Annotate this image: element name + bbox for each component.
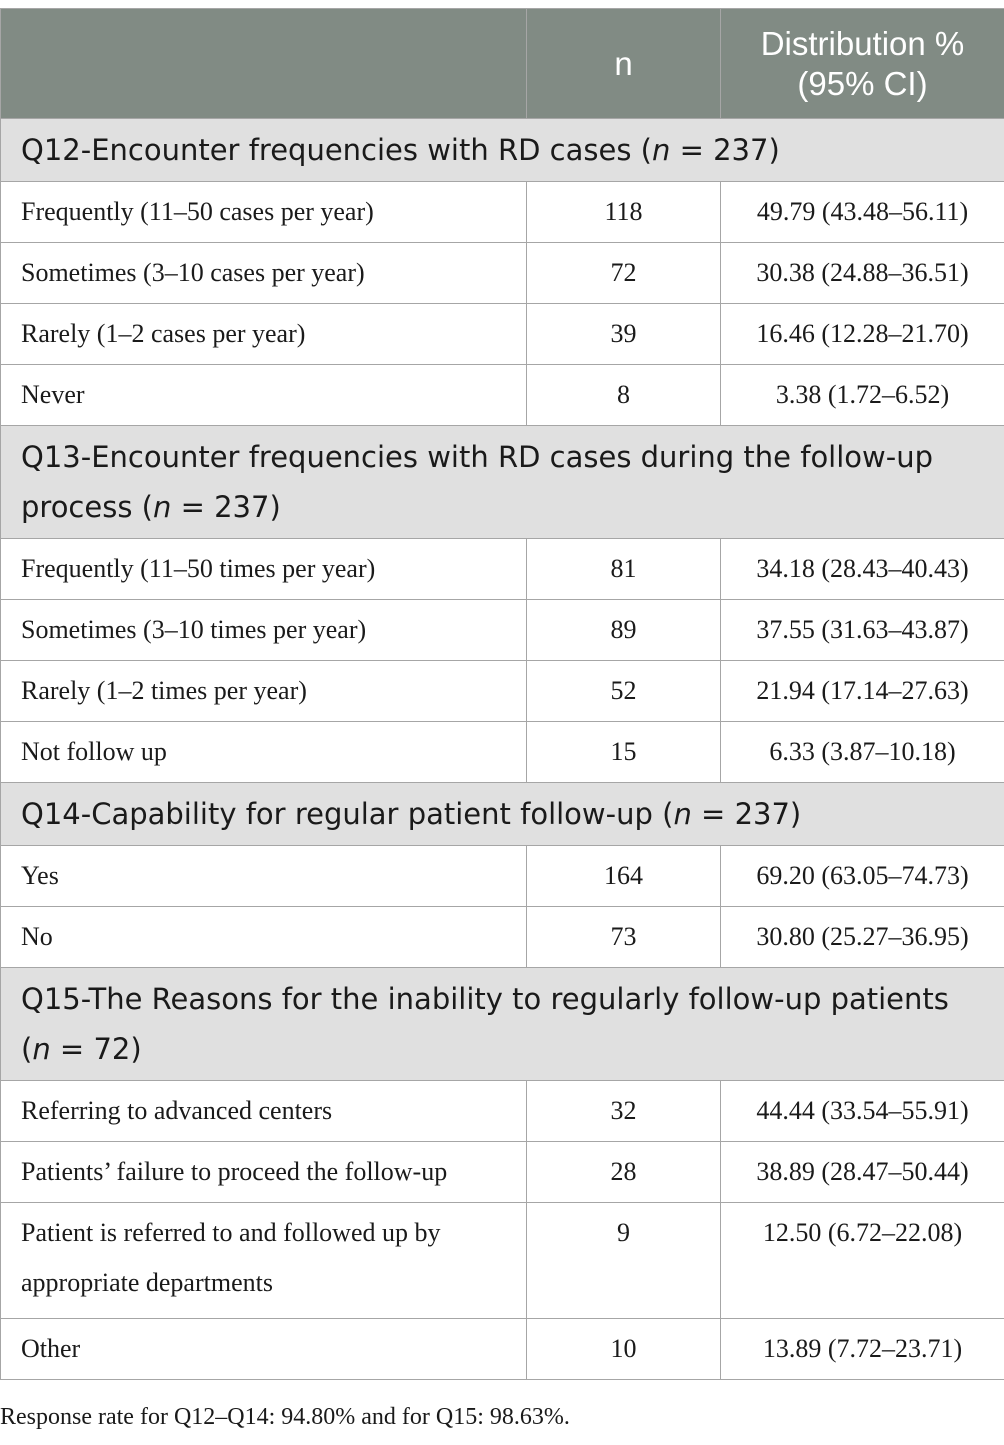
section-title: Q13-Encounter frequencies with RD cases …	[0, 425, 1004, 539]
table-row: Rarely (1–2 cases per year) 39 16.46 (12…	[0, 303, 1004, 365]
row-distribution: 38.89 (28.47–50.44)	[720, 1141, 1004, 1203]
table-row: Yes 164 69.20 (63.05–74.73)	[0, 845, 1004, 907]
section-header-q14: Q14-Capability for regular patient follo…	[0, 782, 1004, 846]
row-label: Not follow up	[0, 721, 527, 783]
section-header-q15: Q15-The Reasons for the inability to reg…	[0, 967, 1004, 1081]
row-label: Other	[0, 1318, 527, 1380]
row-n: 164	[526, 845, 721, 907]
row-n: 28	[526, 1141, 721, 1203]
table-row: Frequently (11–50 times per year) 81 34.…	[0, 538, 1004, 600]
row-n: 39	[526, 303, 721, 365]
row-distribution: 12.50 (6.72–22.08)	[720, 1202, 1004, 1319]
row-n: 10	[526, 1318, 721, 1380]
table-row: Referring to advanced centers 32 44.44 (…	[0, 1080, 1004, 1142]
row-label: Rarely (1–2 times per year)	[0, 660, 527, 722]
section-title: Q12-Encounter frequencies with RD cases …	[0, 118, 1004, 182]
row-n: 73	[526, 906, 721, 968]
row-n: 72	[526, 242, 721, 304]
row-label: Frequently (11–50 times per year)	[0, 538, 527, 600]
section-title: Q15-The Reasons for the inability to reg…	[0, 967, 1004, 1081]
table-row: Sometimes (3–10 cases per year) 72 30.38…	[0, 242, 1004, 304]
row-distribution: 16.46 (12.28–21.70)	[720, 303, 1004, 365]
row-label: Sometimes (3–10 times per year)	[0, 599, 527, 661]
row-n: 9	[526, 1202, 721, 1319]
row-label: Patient is referred to and followed up b…	[0, 1202, 527, 1319]
table-footnote: Response rate for Q12–Q14: 94.80% and fo…	[0, 1404, 570, 1430]
row-distribution: 30.38 (24.88–36.51)	[720, 242, 1004, 304]
row-label: Sometimes (3–10 cases per year)	[0, 242, 527, 304]
row-n: 32	[526, 1080, 721, 1142]
row-distribution: 30.80 (25.27–36.95)	[720, 906, 1004, 968]
row-distribution: 13.89 (7.72–23.71)	[720, 1318, 1004, 1380]
table-row: Sometimes (3–10 times per year) 89 37.55…	[0, 599, 1004, 661]
row-n: 8	[526, 364, 721, 426]
table-row: Rarely (1–2 times per year) 52 21.94 (17…	[0, 660, 1004, 722]
row-label: No	[0, 906, 527, 968]
row-label: Yes	[0, 845, 527, 907]
row-distribution: 3.38 (1.72–6.52)	[720, 364, 1004, 426]
table-row: Frequently (11–50 cases per year) 118 49…	[0, 181, 1004, 243]
table-row: Never 8 3.38 (1.72–6.52)	[0, 364, 1004, 426]
row-label: Referring to advanced centers	[0, 1080, 527, 1142]
row-distribution: 69.20 (63.05–74.73)	[720, 845, 1004, 907]
section-header-q13: Q13-Encounter frequencies with RD cases …	[0, 425, 1004, 539]
header-distribution-label: Distribution %	[760, 24, 965, 62]
row-label: Never	[0, 364, 527, 426]
row-distribution: 34.18 (28.43–40.43)	[720, 538, 1004, 600]
row-distribution: 21.94 (17.14–27.63)	[720, 660, 1004, 722]
table-row: No 73 30.80 (25.27–36.95)	[0, 906, 1004, 968]
table-row: Not follow up 15 6.33 (3.87–10.18)	[0, 721, 1004, 783]
row-distribution: 49.79 (43.48–56.11)	[720, 181, 1004, 243]
row-n: 89	[526, 599, 721, 661]
row-label: Patients’ failure to proceed the follow-…	[0, 1141, 527, 1203]
row-n: 118	[526, 181, 721, 243]
header-distribution-column: Distribution % (95% CI)	[720, 8, 1004, 119]
row-n: 52	[526, 660, 721, 722]
row-label: Rarely (1–2 cases per year)	[0, 303, 527, 365]
row-distribution: 37.55 (31.63–43.87)	[720, 599, 1004, 661]
row-label: Frequently (11–50 cases per year)	[0, 181, 527, 243]
section-title: Q14-Capability for regular patient follo…	[0, 782, 1004, 846]
row-distribution: 44.44 (33.54–55.91)	[720, 1080, 1004, 1142]
header-n-column: n	[526, 8, 721, 119]
table-row: Other 10 13.89 (7.72–23.71)	[0, 1318, 1004, 1380]
table-row: Patient is referred to and followed up b…	[0, 1202, 1004, 1319]
row-distribution: 6.33 (3.87–10.18)	[720, 721, 1004, 783]
header-row: n Distribution % (95% CI)	[0, 8, 1004, 119]
results-table: n Distribution % (95% CI) Q12-Encounter …	[0, 8, 1004, 1380]
header-ci-label: (95% CI)	[797, 64, 928, 102]
table-row: Patients’ failure to proceed the follow-…	[0, 1141, 1004, 1203]
header-item-column	[0, 8, 527, 119]
row-n: 15	[526, 721, 721, 783]
row-n: 81	[526, 538, 721, 600]
section-header-q12: Q12-Encounter frequencies with RD cases …	[0, 118, 1004, 182]
